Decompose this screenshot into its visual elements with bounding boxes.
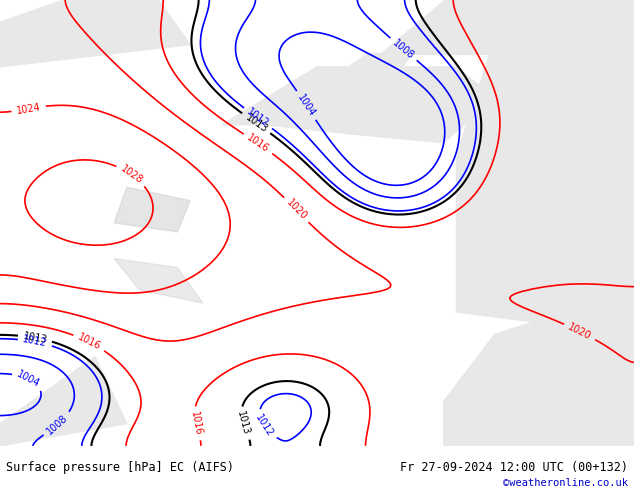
Text: 1004: 1004 — [295, 92, 317, 118]
Polygon shape — [349, 80, 444, 125]
Polygon shape — [349, 53, 412, 80]
Text: Fr 27-09-2024 12:00 UTC (00+132): Fr 27-09-2024 12:00 UTC (00+132) — [399, 462, 628, 474]
Text: 1020: 1020 — [567, 321, 593, 342]
Polygon shape — [380, 0, 634, 53]
Polygon shape — [456, 0, 634, 334]
Text: 1004: 1004 — [15, 369, 42, 389]
Polygon shape — [114, 259, 203, 303]
Text: 1012: 1012 — [245, 107, 271, 129]
Polygon shape — [0, 357, 127, 446]
Polygon shape — [114, 187, 190, 232]
Text: 1020: 1020 — [284, 197, 309, 222]
Text: 1016: 1016 — [76, 332, 103, 352]
Text: ©weatheronline.co.uk: ©weatheronline.co.uk — [503, 478, 628, 488]
Polygon shape — [222, 67, 495, 143]
Text: 1012: 1012 — [254, 413, 275, 439]
Text: 1016: 1016 — [189, 411, 204, 437]
Text: 1012: 1012 — [22, 335, 48, 349]
Text: 1028: 1028 — [119, 164, 145, 186]
Text: 1013: 1013 — [235, 410, 251, 437]
Text: Surface pressure [hPa] EC (AIFS): Surface pressure [hPa] EC (AIFS) — [6, 462, 235, 474]
Text: 1013: 1013 — [22, 331, 48, 345]
Polygon shape — [0, 0, 190, 67]
Text: 1008: 1008 — [45, 413, 70, 436]
Polygon shape — [444, 290, 634, 446]
Text: 1016: 1016 — [245, 133, 271, 155]
Text: 1008: 1008 — [391, 38, 416, 61]
Text: 1013: 1013 — [243, 112, 269, 134]
Text: 1024: 1024 — [16, 102, 42, 116]
